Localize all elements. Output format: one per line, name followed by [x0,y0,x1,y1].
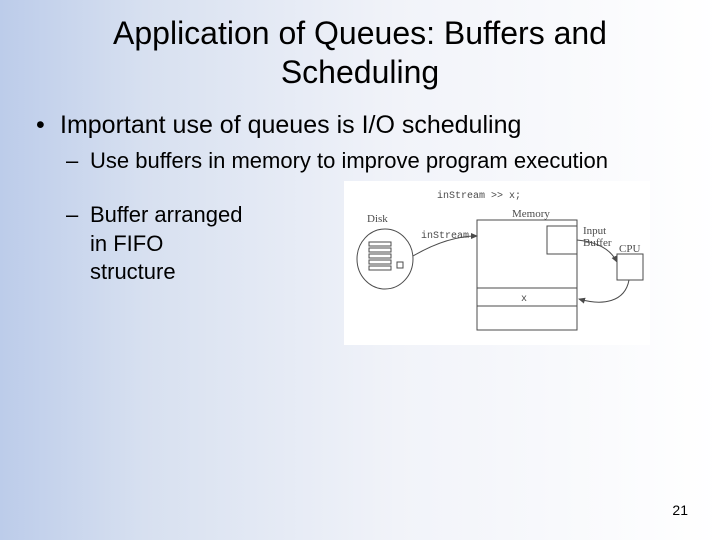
bullet-1-sub-2-line-3: structure [90,259,176,284]
bullet-1-sub-2-line-1: Buffer arranged [90,202,242,227]
bullet-1-sub-2: Buffer arranged in FIFO structure [60,201,690,344]
diagram-stream-label: inStream [421,230,469,242]
diagram-memory-label: Memory [512,208,550,220]
bullet-1: Important use of queues is I/O schedulin… [30,110,690,345]
slide: Application of Queues: Buffers and Sched… [0,0,720,540]
input-buffer-box-icon [547,226,577,254]
bullet-1-sub-1: Use buffers in memory to improve program… [60,147,690,175]
diagram-disk-label: Disk [367,213,388,225]
diagram-code-text: inStream >> x; [437,190,521,202]
title-line-2: Scheduling [281,54,439,90]
title-line-1: Application of Queues: Buffers and [113,15,607,51]
diagram-inputbuffer-l2: Buffer [583,237,612,249]
disk-icon [357,229,413,289]
slide-content: Important use of queues is I/O schedulin… [0,92,720,345]
diagram-x-label: x [521,294,527,305]
bullet-1-sub-2-line-2: in FIFO [90,231,163,256]
page-number: 21 [672,502,688,518]
slide-title: Application of Queues: Buffers and Sched… [0,0,720,92]
bullet-1-text: Important use of queues is I/O schedulin… [60,111,521,139]
buffer-diagram: inStream >> x; Disk [344,181,650,344]
bullet-1-sub-1-text: Use buffers in memory to improve program… [90,148,608,173]
diagram-cpu-label: CPU [619,243,640,255]
diagram-inputbuffer-l1: Input [583,225,606,237]
cpu-box-icon [617,254,643,280]
